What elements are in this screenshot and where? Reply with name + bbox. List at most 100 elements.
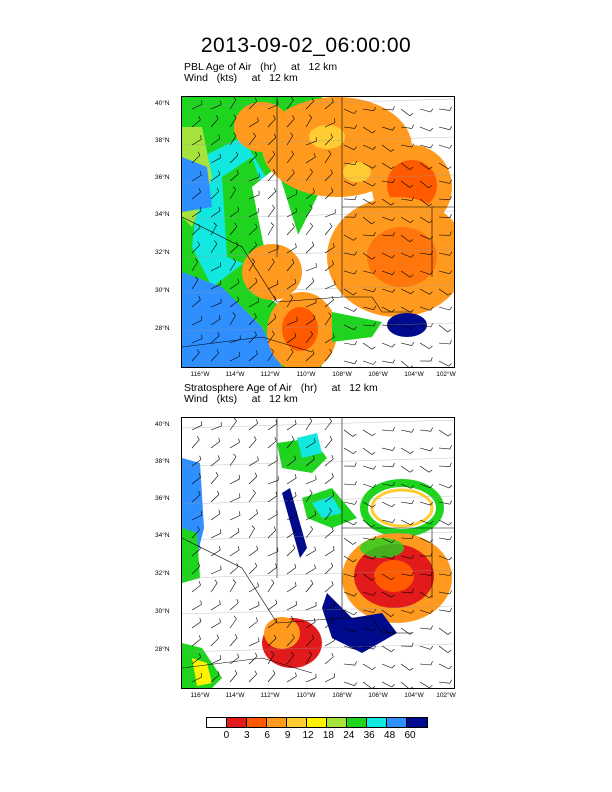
wind-barb-flag [257, 456, 259, 461]
wind-barb [229, 99, 237, 110]
wind-barb-flag [254, 472, 258, 477]
panel1-lat-label: 30°N [155, 287, 170, 294]
wind-barb [286, 118, 295, 128]
wind-barb [381, 627, 392, 635]
wind-barb [210, 118, 219, 128]
wind-barb [438, 483, 450, 489]
wind-barb-flag [448, 363, 452, 367]
wind-barb-flag [331, 617, 334, 622]
wind-barb [267, 299, 277, 308]
wind-barb-flag [411, 500, 414, 504]
wind-barb-flag [430, 484, 434, 488]
wind-barb [267, 603, 278, 611]
wind-barb-flag [329, 418, 332, 422]
wind-barb-flag [353, 559, 357, 563]
wind-barb [191, 261, 198, 272]
wind-barb-flag [449, 607, 452, 612]
wind-barb-flag [237, 546, 240, 551]
wind-barb-flag [428, 166, 433, 170]
wind-barb [381, 447, 393, 451]
wind-barb [191, 227, 201, 236]
wind-barb [400, 216, 411, 223]
wind-barb [248, 301, 259, 308]
wind-barb [210, 157, 221, 164]
pbl-green-east [332, 312, 382, 342]
wind-barb-flag [329, 223, 333, 227]
panel2-lon-label: 114°W [225, 692, 245, 699]
wind-barb-flag [294, 455, 297, 460]
wind-barb-flag [289, 132, 294, 136]
panel1-lat-label: 40°N [155, 100, 170, 107]
wind-barb-flag [198, 581, 201, 586]
wind-barb [286, 585, 297, 593]
wind-barb-flag [216, 349, 219, 354]
wind-barb-flag [218, 134, 221, 139]
wind-barb [286, 548, 296, 557]
wind-barb-flag [354, 682, 358, 686]
wind-barb [324, 439, 333, 449]
wind-barb-flag [290, 348, 294, 353]
colorbar-swatch [347, 718, 367, 727]
wind-barb [229, 355, 241, 362]
wind-barb [229, 117, 237, 128]
wind-barb [438, 501, 450, 505]
wind-barb [191, 352, 200, 362]
wind-barb [210, 318, 221, 326]
wind-barb [324, 153, 332, 164]
wind-barb-flag [238, 474, 240, 479]
wind-barb [400, 573, 412, 577]
wind-barb [229, 673, 238, 683]
wind-barb [419, 429, 431, 432]
wind-barb-flag [198, 490, 201, 495]
wind-barb [381, 108, 394, 111]
colorbar-label: 3 [244, 730, 250, 741]
wind-barb-flag [254, 562, 258, 567]
wind-barb [343, 126, 355, 129]
wind-barb-flag [354, 360, 358, 364]
wind-barb [286, 154, 294, 164]
wind-barb-flag [232, 579, 236, 583]
wind-barb-flag [198, 635, 201, 640]
wind-barb [191, 299, 201, 308]
wind-barb-flag [257, 117, 259, 122]
wind-barb [362, 306, 374, 310]
wind-barb [229, 602, 239, 611]
wind-barb-flag [373, 484, 377, 488]
wind-barb [362, 270, 374, 274]
wind-barb-flag [449, 213, 452, 218]
wind-barb [419, 234, 431, 240]
main-title: 2013-09-02_06:00:00 [200, 34, 412, 57]
wind-barb [343, 627, 355, 633]
wind-barb [286, 282, 297, 290]
wind-barb [362, 162, 373, 169]
wind-barb [343, 342, 355, 346]
wind-barb [191, 676, 202, 683]
wind-barb-flag [428, 185, 433, 189]
wind-barb-flag [331, 527, 334, 532]
wind-barb [324, 656, 334, 665]
wind-barb-flag [391, 648, 395, 652]
wind-barb-flag [273, 526, 277, 531]
wind-barb-flag [271, 651, 275, 655]
wind-barb-flag [430, 108, 434, 113]
wind-barb-flag [392, 271, 396, 275]
wind-barb-flag [311, 277, 315, 282]
wind-barb-flag [253, 436, 257, 440]
wind-barb [400, 465, 411, 473]
wind-barb [286, 193, 297, 200]
wind-barb [419, 537, 431, 543]
wind-barb [381, 681, 392, 688]
wind-barb [381, 501, 393, 508]
wind-barb-flag [354, 124, 357, 129]
wind-barb [419, 306, 431, 311]
wind-barb-flag [372, 432, 376, 437]
wind-barb-flag [371, 577, 376, 581]
wind-barb [419, 447, 431, 452]
wind-barb-flag [220, 529, 222, 534]
wind-barb-flag [352, 541, 357, 545]
wind-barb-flag [332, 491, 335, 496]
wind-barb-flag [217, 490, 220, 495]
wind-barb-flag [353, 326, 357, 330]
wind-barb [267, 638, 277, 647]
wind-barb [419, 465, 430, 473]
